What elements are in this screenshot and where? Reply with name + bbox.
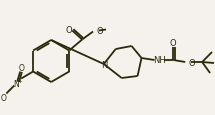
Text: O: O: [188, 58, 195, 67]
Text: O: O: [0, 93, 6, 102]
Text: O: O: [66, 26, 72, 35]
Text: O: O: [18, 63, 24, 72]
Text: O: O: [170, 39, 177, 48]
Text: O: O: [97, 27, 103, 36]
Text: ⁻: ⁻: [8, 89, 11, 94]
Text: N: N: [102, 61, 108, 70]
Text: +: +: [18, 78, 23, 83]
Text: NH: NH: [153, 56, 166, 65]
Text: N: N: [13, 79, 19, 88]
